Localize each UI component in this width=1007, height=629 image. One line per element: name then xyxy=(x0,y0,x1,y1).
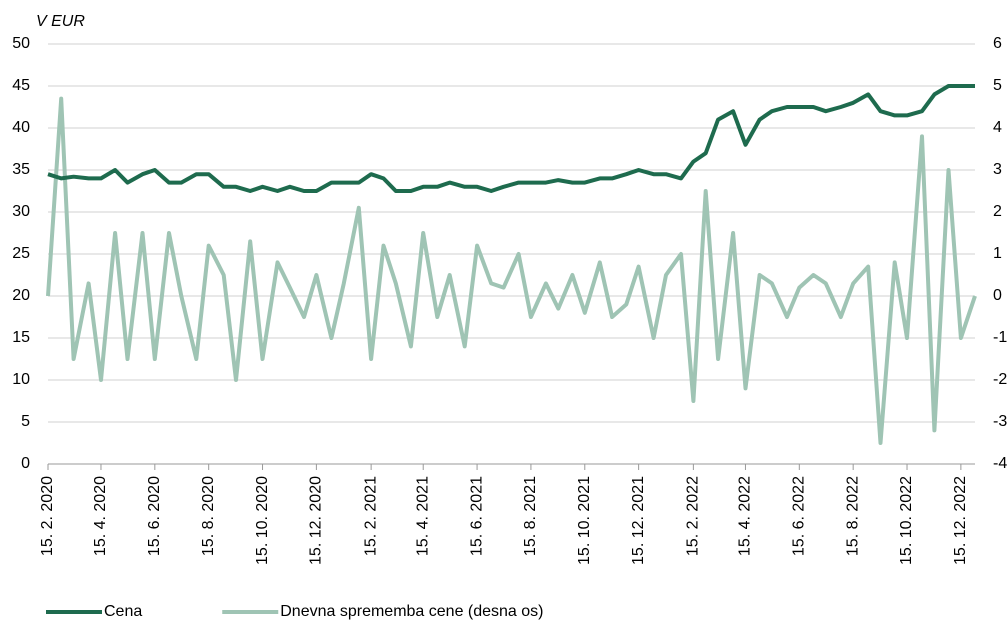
y2-tick-label: 6 xyxy=(993,35,1002,52)
y-tick-label: 40 xyxy=(12,119,30,136)
y-tick-label: 50 xyxy=(12,35,30,52)
series-line xyxy=(46,96,977,445)
x-tick-label: 15. 10. 2020 xyxy=(254,476,271,565)
x-tick-label: 15. 10. 2022 xyxy=(898,476,915,565)
x-tick-label: 15. 4. 2022 xyxy=(737,476,754,556)
y-tick-label: 25 xyxy=(12,245,30,262)
x-tick-label: 15. 2. 2022 xyxy=(685,476,702,556)
x-tick-label: 15. 4. 2021 xyxy=(414,476,431,556)
x-tick-label: 15. 4. 2020 xyxy=(92,476,109,556)
x-tick-label: 15. 2. 2020 xyxy=(39,476,56,556)
y2-tick-label: 4 xyxy=(993,119,1002,136)
y-tick-label: 0 xyxy=(21,455,30,472)
x-tick-label: 15. 12. 2021 xyxy=(630,476,647,565)
y-tick-label: 45 xyxy=(12,77,30,94)
y2-tick-label: -1 xyxy=(993,329,1007,346)
x-tick-label: 15. 8. 2020 xyxy=(200,476,217,556)
x-tick-label: 15. 2. 2021 xyxy=(362,476,379,556)
y-tick-label: 35 xyxy=(12,161,30,178)
series-line xyxy=(47,84,975,193)
x-tick-label: 15. 8. 2022 xyxy=(844,476,861,556)
x-tick-label: 15. 12. 2020 xyxy=(308,476,325,565)
y2-tick-label: 5 xyxy=(993,77,1002,94)
y-tick-label: 20 xyxy=(12,287,30,304)
y2-tick-label: -2 xyxy=(993,371,1007,388)
y2-tick-label: 3 xyxy=(993,161,1002,178)
y-tick-label: 5 xyxy=(21,413,30,430)
x-tick-label: 15. 12. 2022 xyxy=(952,476,969,565)
y2-tick-label: -4 xyxy=(993,455,1007,472)
y-tick-label: 10 xyxy=(12,371,30,388)
legend-label: Dnevna sprememba cene (desna os) xyxy=(280,603,543,620)
y2-tick-label: -3 xyxy=(993,413,1007,430)
x-tick-label: 15. 6. 2020 xyxy=(146,476,163,556)
legend-label: Cena xyxy=(104,603,142,620)
x-tick-label: 15. 6. 2022 xyxy=(791,476,808,556)
y-axis-label: V EUR xyxy=(36,13,85,30)
y-tick-label: 15 xyxy=(12,329,30,346)
x-tick-label: 15. 10. 2021 xyxy=(576,476,593,565)
x-tick-label: 15. 6. 2021 xyxy=(468,476,485,556)
y2-tick-label: 2 xyxy=(993,203,1002,220)
y2-tick-label: 0 xyxy=(993,287,1002,304)
y-tick-label: 30 xyxy=(12,203,30,220)
y2-tick-label: 1 xyxy=(993,245,1002,262)
x-tick-label: 15. 8. 2021 xyxy=(522,476,539,556)
